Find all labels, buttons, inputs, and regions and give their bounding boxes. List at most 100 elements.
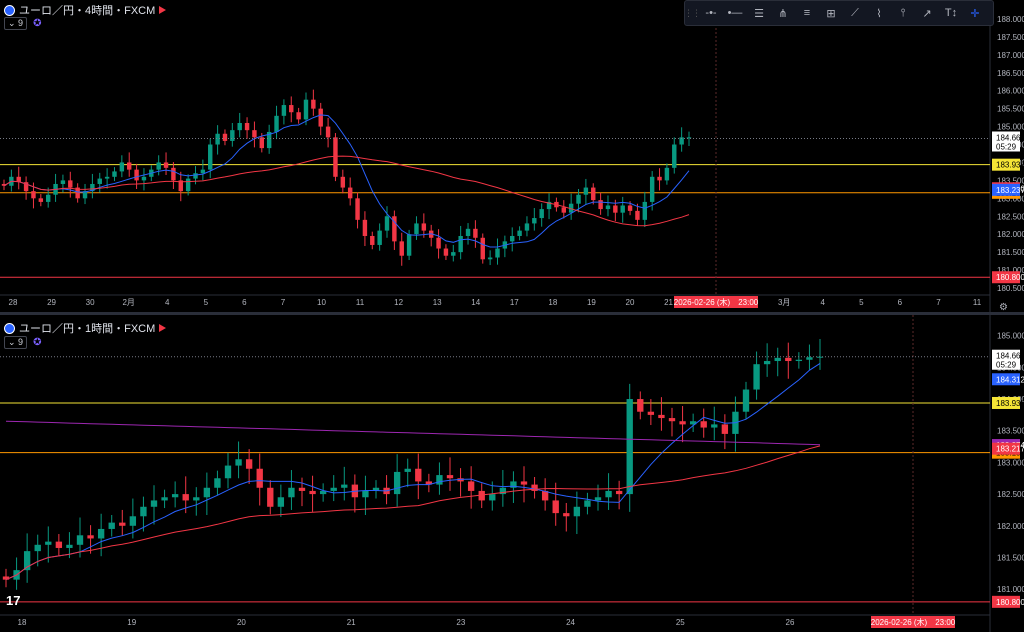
- pane-separator[interactable]: [0, 312, 1024, 315]
- x-tick-label: 21: [664, 298, 673, 307]
- candle-body: [193, 173, 198, 179]
- candle-body: [288, 487, 295, 498]
- eurjpy-logo-icon: [4, 4, 15, 16]
- candle-body: [193, 497, 200, 501]
- candle-body: [573, 506, 581, 517]
- y-tick-label: 185.000: [997, 332, 1024, 341]
- cursor-time-bg: [871, 616, 955, 628]
- candle-body: [594, 497, 602, 501]
- candle-body: [583, 187, 589, 195]
- level-badge-bg: [992, 595, 1020, 608]
- tradingview-logo-icon[interactable]: 17: [6, 593, 21, 608]
- candle-body: [370, 235, 375, 245]
- settings-gear-icon[interactable]: ⚙: [999, 302, 1008, 313]
- pitchfork-icon[interactable]: ⋔: [778, 7, 788, 20]
- vertical-line-icon[interactable]: ⫯: [900, 6, 906, 19]
- candle-body: [362, 219, 368, 236]
- candle-body: [658, 414, 665, 419]
- candle-body: [140, 506, 147, 517]
- candle-body: [277, 497, 285, 507]
- candle-body: [244, 122, 250, 131]
- candle-body: [700, 421, 707, 428]
- chart-canvas-1h[interactable]: 185.000184.500184.000183.500183.000182.5…: [0, 315, 1024, 632]
- candle-body: [134, 169, 139, 181]
- parallel-channel-icon[interactable]: ☰: [754, 7, 764, 20]
- current-price-badge: 184.668: [996, 352, 1024, 361]
- symbol-header[interactable]: ユーロ／円・1時間・FXCM: [4, 320, 167, 336]
- horizontal-line-icon[interactable]: -•-: [705, 7, 717, 19]
- indicator-toggle[interactable]: ⌄ 9 ✪: [4, 336, 41, 349]
- candle-body: [156, 162, 161, 170]
- candle-body: [97, 178, 102, 184]
- x-tick-label: 4: [821, 298, 826, 307]
- indicator-icon[interactable]: ✪: [33, 337, 42, 348]
- x-tick-label: 13: [433, 298, 442, 307]
- arrow-icon[interactable]: ↗: [922, 7, 932, 20]
- candle-body: [2, 576, 10, 580]
- x-tick-label: 5: [204, 298, 209, 307]
- candle-body: [436, 475, 443, 485]
- countdown-label: 05:29: [996, 361, 1017, 370]
- fib-retracement-icon[interactable]: ≡: [803, 7, 811, 19]
- candle-body: [421, 223, 427, 231]
- candle-body: [215, 133, 220, 145]
- candle-body: [465, 228, 471, 236]
- flag-icon[interactable]: [159, 6, 167, 14]
- ma-badge: 183.237: [996, 186, 1024, 195]
- flag-icon[interactable]: [159, 324, 167, 332]
- candle-body: [267, 487, 274, 507]
- crosshair-icon[interactable]: ✛: [970, 7, 980, 20]
- candle-body: [635, 210, 640, 220]
- candle-body: [753, 364, 760, 390]
- candle-body: [38, 198, 44, 202]
- candle-body: [668, 418, 676, 422]
- indicator-count[interactable]: ⌄ 9: [4, 17, 28, 30]
- countdown-label: 05:29: [996, 142, 1017, 151]
- moving-average-short: [3, 114, 690, 248]
- indicator-toggle[interactable]: ⌄ 9 ✪: [4, 17, 41, 30]
- chart-pane-4h[interactable]: 188.000 187.500 187.000 186.500 186.000 185.5…: [0, 0, 1024, 313]
- symbol-header[interactable]: ユーロ／円・4時間・FXCM: [4, 2, 167, 18]
- x-tick-label: 5: [859, 298, 864, 307]
- cursor-time-bg: [674, 296, 758, 308]
- brush-icon[interactable]: ⌇: [876, 7, 882, 20]
- candle-body: [404, 468, 411, 472]
- candle-body: [478, 490, 485, 501]
- candle-body: [487, 257, 493, 260]
- candle-body: [524, 223, 530, 231]
- drag-handle-icon[interactable]: ⋮⋮: [684, 7, 701, 18]
- candle-body: [532, 218, 537, 224]
- candle-body: [185, 178, 191, 192]
- candle-body: [626, 399, 633, 495]
- candle-body: [686, 137, 692, 139]
- candle-body: [355, 198, 360, 220]
- candle-body: [647, 411, 655, 415]
- chart-pane-1h[interactable]: 185.000184.500184.000183.500183.000182.5…: [0, 315, 1024, 632]
- candle-body: [495, 248, 500, 258]
- drawing-toolbar[interactable]: ⋮⋮ -•- •— ☰ ⋔ ≡ ⊞ ⟋ ⌇ ⫯ ↗ T↕ ✛: [684, 0, 994, 26]
- indicator-count[interactable]: ⌄ 9: [4, 336, 28, 349]
- candle-body: [1, 183, 7, 186]
- gann-box-icon[interactable]: ⊞: [826, 7, 836, 20]
- candle-body: [245, 459, 253, 469]
- horizontal-ray-icon[interactable]: •—: [727, 7, 743, 19]
- symbol-title: ユーロ／円・1時間・FXCM: [19, 323, 156, 335]
- cursor-time-label: 2026-02-26 (木) 23:00: [871, 617, 956, 627]
- candle-body: [627, 205, 633, 211]
- candle-body: [546, 201, 552, 210]
- y-tick-label: 185.000: [997, 123, 1024, 132]
- text-icon[interactable]: T↕: [944, 7, 958, 19]
- trend-line-icon[interactable]: ⟋: [851, 6, 859, 19]
- x-tick-label: 11: [356, 298, 365, 307]
- eurjpy-logo-icon: [4, 322, 15, 334]
- indicator-icon[interactable]: ✪: [33, 18, 42, 29]
- x-tick-label: 11: [973, 298, 982, 307]
- chart-canvas-4h[interactable]: 188.000 187.500 187.000 186.500 186.000 185.5…: [0, 0, 1024, 312]
- x-tick-label: 6: [242, 298, 247, 307]
- candle-body: [82, 191, 88, 199]
- candle-body: [672, 144, 677, 168]
- candle-body: [182, 494, 189, 501]
- candle-body: [55, 541, 63, 548]
- price-axis: [990, 0, 1024, 312]
- candle-body: [446, 475, 454, 479]
